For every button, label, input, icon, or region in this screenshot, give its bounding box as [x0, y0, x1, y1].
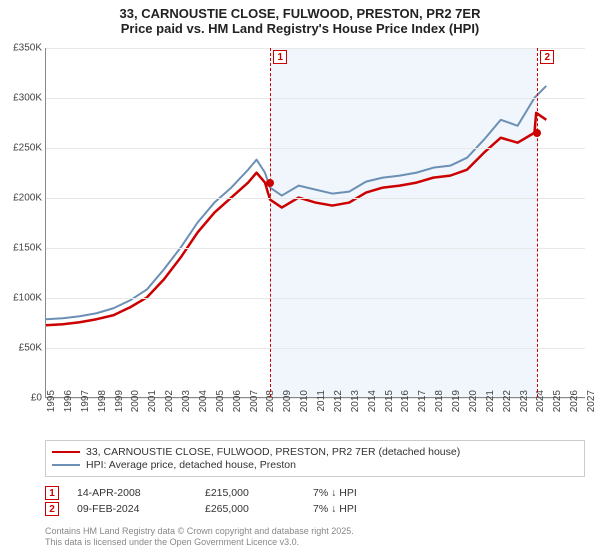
chart-title: 33, CARNOUSTIE CLOSE, FULWOOD, PRESTON, …	[0, 0, 600, 36]
copyright-text: Contains HM Land Registry data © Crown c…	[45, 526, 585, 549]
x-tick-label: 2017	[417, 390, 428, 412]
x-tick-label: 2013	[350, 390, 361, 412]
legend-swatch	[52, 451, 80, 453]
series-lines	[46, 48, 585, 397]
series-price_paid	[46, 113, 546, 325]
chart-container: 33, CARNOUSTIE CLOSE, FULWOOD, PRESTON, …	[0, 0, 600, 560]
x-tick-label: 2019	[451, 390, 462, 412]
legend-label: 33, CARNOUSTIE CLOSE, FULWOOD, PRESTON, …	[86, 446, 460, 458]
x-tick-label: 1997	[80, 390, 91, 412]
marker-price: £215,000	[205, 487, 295, 499]
plot-region: £0£50K£100K£150K£200K£250K£300K£350K1995…	[45, 48, 585, 398]
series-hpi	[46, 86, 546, 319]
x-tick-label: 2009	[282, 390, 293, 412]
y-tick-label: £0	[0, 393, 42, 404]
marker-vline	[537, 48, 538, 397]
x-tick-label: 2012	[333, 390, 344, 412]
title-line-2: Price paid vs. HM Land Registry's House …	[0, 21, 600, 36]
marker-date: 09-FEB-2024	[77, 503, 187, 515]
x-tick-label: 2007	[249, 390, 260, 412]
x-tick-label: 2018	[434, 390, 445, 412]
marker-row: 2 09-FEB-2024 £265,000 7% ↓ HPI	[45, 502, 585, 516]
x-tick-label: 2020	[468, 390, 479, 412]
x-tick-label: 2000	[130, 390, 141, 412]
y-tick-label: £200K	[0, 193, 42, 204]
y-tick-label: £250K	[0, 143, 42, 154]
chart-area: £0£50K£100K£150K£200K£250K£300K£350K1995…	[45, 48, 585, 418]
copyright-line-2: This data is licensed under the Open Gov…	[45, 537, 585, 548]
x-tick-label: 2005	[215, 390, 226, 412]
x-tick-label: 2010	[299, 390, 310, 412]
x-tick-label: 2002	[164, 390, 175, 412]
x-tick-label: 1995	[46, 390, 57, 412]
x-tick-label: 2026	[569, 390, 580, 412]
legend-label: HPI: Average price, detached house, Pres…	[86, 459, 296, 471]
x-tick-label: 2025	[552, 390, 563, 412]
x-tick-label: 2004	[198, 390, 209, 412]
legend: 33, CARNOUSTIE CLOSE, FULWOOD, PRESTON, …	[45, 440, 585, 477]
marker-badge-inline: 1	[273, 50, 287, 64]
y-tick-label: £300K	[0, 93, 42, 104]
x-tick-label: 2022	[502, 390, 513, 412]
legend-item: 33, CARNOUSTIE CLOSE, FULWOOD, PRESTON, …	[52, 446, 578, 458]
marker-dot	[266, 179, 274, 187]
legend-item: HPI: Average price, detached house, Pres…	[52, 459, 578, 471]
marker-vline	[270, 48, 271, 397]
x-tick-label: 2021	[485, 390, 496, 412]
marker-badge: 2	[45, 502, 59, 516]
marker-row: 1 14-APR-2008 £215,000 7% ↓ HPI	[45, 486, 585, 500]
marker-dot	[533, 129, 541, 137]
x-tick-label: 2001	[147, 390, 158, 412]
x-tick-label: 2015	[384, 390, 395, 412]
marker-date: 14-APR-2008	[77, 487, 187, 499]
x-tick-label: 2023	[519, 390, 530, 412]
x-tick-label: 2003	[181, 390, 192, 412]
legend-swatch	[52, 464, 80, 466]
x-tick-label: 2027	[586, 390, 597, 412]
y-tick-label: £350K	[0, 43, 42, 54]
x-tick-label: 2006	[232, 390, 243, 412]
marker-delta: 7% ↓ HPI	[313, 487, 393, 499]
x-tick-label: 2014	[367, 390, 378, 412]
markers-table: 1 14-APR-2008 £215,000 7% ↓ HPI 2 09-FEB…	[45, 484, 585, 518]
marker-badge: 1	[45, 486, 59, 500]
x-tick-label: 1996	[63, 390, 74, 412]
marker-price: £265,000	[205, 503, 295, 515]
y-tick-label: £100K	[0, 293, 42, 304]
copyright-line-1: Contains HM Land Registry data © Crown c…	[45, 526, 585, 537]
x-tick-label: 1999	[114, 390, 125, 412]
x-tick-label: 1998	[97, 390, 108, 412]
marker-delta: 7% ↓ HPI	[313, 503, 393, 515]
x-tick-label: 2016	[400, 390, 411, 412]
title-line-1: 33, CARNOUSTIE CLOSE, FULWOOD, PRESTON, …	[0, 6, 600, 21]
y-tick-label: £50K	[0, 343, 42, 354]
x-tick-label: 2011	[316, 390, 327, 412]
y-tick-label: £150K	[0, 243, 42, 254]
marker-badge-inline: 2	[540, 50, 554, 64]
